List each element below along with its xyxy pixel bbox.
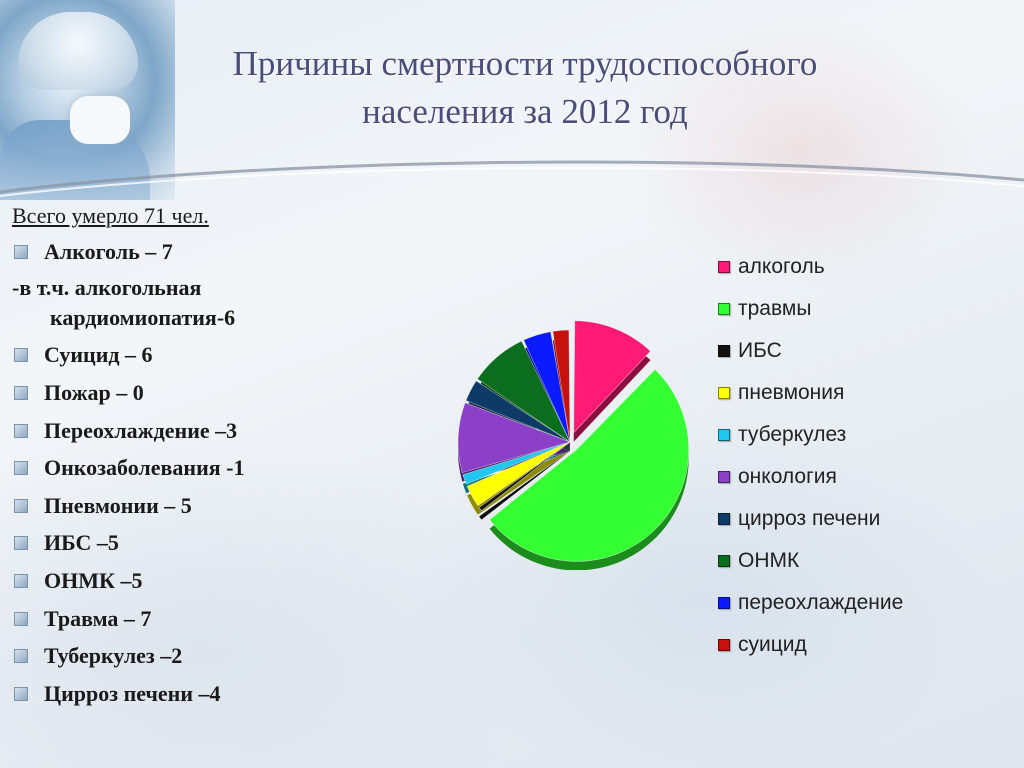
pie-slice-7 [476,340,571,443]
legend-swatch [718,555,730,567]
bullet-icon [14,461,28,476]
legend-label: цирроз печени [738,507,881,530]
surgeon-photo [0,0,175,200]
legend-label: туберкулез [738,423,847,446]
list-item: Пожар – 0 [12,374,432,412]
list-item: ИБС –5 [12,525,432,563]
bullet-icon [14,536,28,551]
bullet-icon [14,423,28,438]
list-item: Переохлаждение –3 [12,412,432,450]
legend-item: суицид [718,624,903,666]
list-item: Травма – 7 [12,600,432,638]
cause-list: Всего умерло 71 чел. Алкоголь – 7 -в т.ч… [12,203,432,713]
pie-slice-9 [552,329,571,443]
legend-swatch [718,345,730,357]
pie-slice-8 [523,331,571,443]
legend-swatch [718,261,730,273]
header-swoosh [0,160,1024,197]
legend-swatch [718,471,730,483]
legend-swatch [718,429,730,441]
legend-swatch [718,639,730,651]
list-item: Цирроз печени –4 [12,675,432,713]
legend-label: ОНМК [738,549,800,572]
list-item: Суицид – 6 [12,337,432,375]
bullet-icon [14,498,28,513]
bullet-icon [14,244,28,259]
legend-item: онкология [718,456,903,498]
legend-swatch [718,513,730,525]
list-item: Алкоголь – 7 [12,233,432,271]
legend-item: ИБС [718,330,903,372]
legend-item: цирроз печени [718,498,903,540]
chart-legend: алкоголь травмы ИБС пневмония туберкулез онко… [718,246,903,666]
total-deaths: Всего умерло 71 чел. [12,203,209,228]
legend-item: ОНМК [718,540,903,582]
bullet-icon [14,611,28,626]
bullet-icon [14,686,28,701]
bullet-icon [14,649,28,664]
legend-item: травмы [718,288,903,330]
list-item-subnote: -в т.ч. алкогольная кардиомиопатия-6 [12,274,236,330]
legend-swatch [718,303,730,315]
legend-label: алкоголь [738,255,825,278]
legend-label: переохлаждение [738,591,904,614]
bullet-icon [14,573,28,588]
pie-slice-0 [573,320,651,434]
legend-item: переохлаждение [718,582,903,624]
title-line-2: населения за 2012 год [362,92,688,131]
list-item: Туберкулез –2 [12,637,432,675]
pie-slice-5 [457,402,571,473]
legend-item: туберкулез [718,414,903,456]
slide-title: Причины смертности трудоспособного насел… [150,40,900,136]
list-item: Онкозаболевания -1 [12,449,432,487]
pie-slice-2 [478,441,571,512]
legend-label: онкология [738,465,837,488]
list-item: ОНМК –5 [12,562,432,600]
legend-item: пневмония [718,372,903,414]
pie-chart [457,320,690,570]
list-item: Пневмонии – 5 [12,487,432,525]
legend-label: суицид [738,633,807,656]
pie-slice-1 [489,368,690,562]
legend-label: пневмония [738,381,845,404]
legend-label: ИБС [738,339,782,362]
pie-slice-6 [465,380,571,443]
pie-slice-4 [462,441,571,485]
bullet-icon [14,385,28,400]
legend-swatch [718,387,730,399]
title-line-1: Причины смертности трудоспособного [232,44,818,83]
pie-slice-side [479,451,570,520]
pie-slice-3 [466,441,571,507]
bullet-icon [14,348,28,363]
legend-swatch [718,597,730,609]
legend-label: травмы [738,297,812,320]
legend-item: алкоголь [718,246,903,288]
